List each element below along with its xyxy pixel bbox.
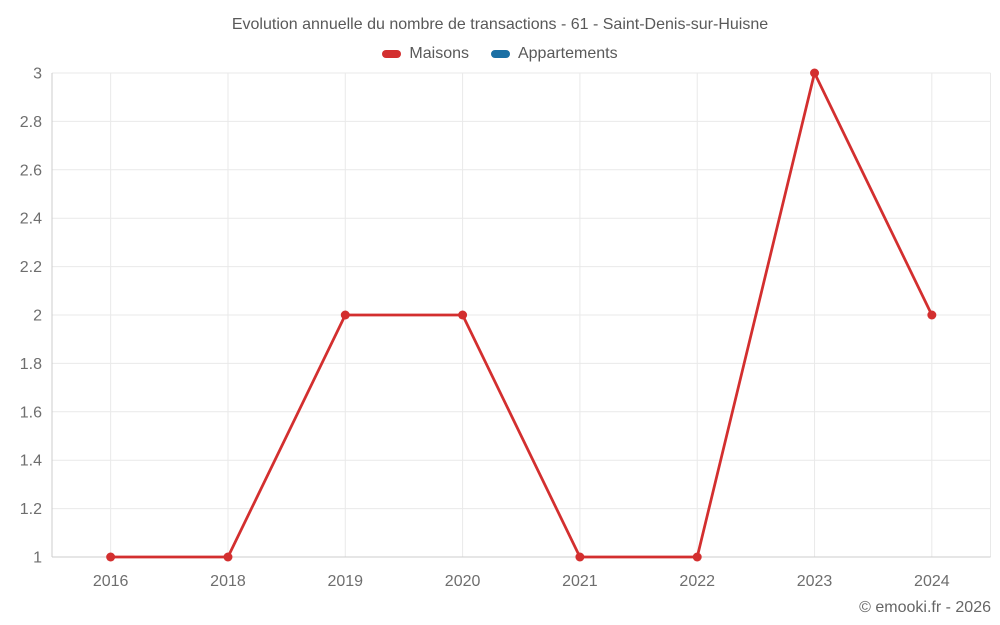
maisons-point[interactable] [223,552,233,562]
y-tick-label: 2.4 [20,211,42,228]
maisons-point[interactable] [458,310,468,320]
y-tick-label: 1.6 [20,404,42,421]
maisons-point[interactable] [575,552,585,562]
y-tick-label: 1 [33,550,42,567]
y-tick-label: 1.2 [20,501,42,518]
x-tick-label: 2018 [210,573,246,590]
chart-title: Evolution annuelle du nombre de transact… [231,16,769,33]
legend: Maisons Appartements [0,45,1000,63]
maisons-point[interactable] [810,68,820,78]
maisons-swatch-icon [382,50,402,58]
maisons-line [109,71,934,559]
x-tick-label: 2022 [679,573,715,590]
x-tick-label: 2024 [914,573,950,590]
maisons-point[interactable] [340,310,350,320]
y-tick-label: 2.6 [20,162,42,179]
maisons-point[interactable] [927,310,937,320]
x-tick-label: 2021 [562,573,598,590]
y-tick-label: 2.2 [20,259,42,276]
y-tick-label: 3 [33,66,42,83]
x-tick-label: 2019 [327,573,363,590]
x-tick-label: 2023 [797,573,833,590]
maisons-point[interactable] [692,552,702,562]
y-tick-label: 2 [33,308,42,325]
x-tick-label: 2020 [445,573,481,590]
legend-item-maisons[interactable]: Maisons [382,45,469,63]
legend-label-appartements: Appartements [517,45,618,62]
y-tick-label: 2.8 [20,114,42,131]
legend-item-appartements[interactable]: Appartements [490,45,618,63]
appartements-swatch-icon [490,50,510,58]
maisons-point[interactable] [106,552,116,562]
y-tick-label: 1.4 [20,453,42,470]
copyright-footer: © emooki.fr - 2026 [859,599,991,616]
y-tick-label: 1.8 [20,356,42,373]
legend-label-maisons: Maisons [409,45,469,62]
x-tick-label: 2016 [93,573,129,590]
